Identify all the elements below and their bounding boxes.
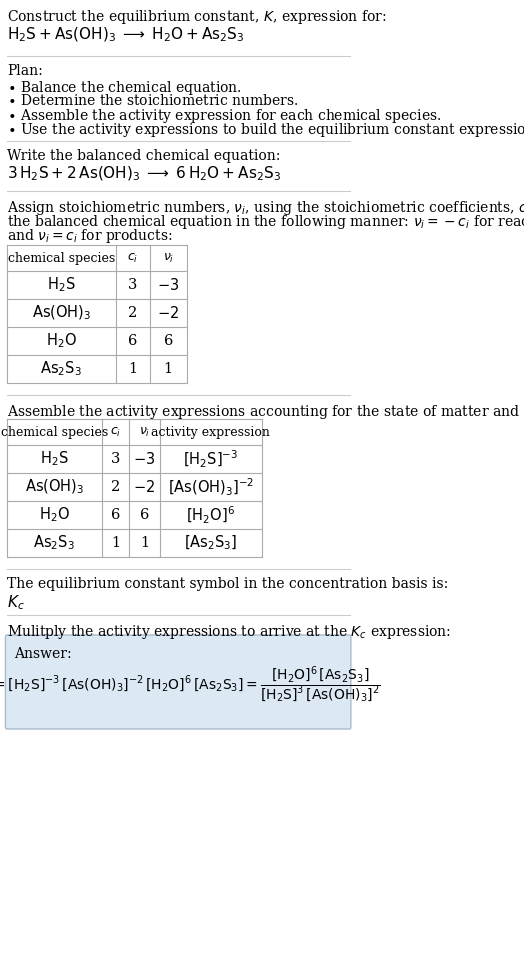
Text: 1: 1: [111, 536, 120, 550]
Text: 6: 6: [128, 334, 137, 348]
Text: $\bullet$ Balance the chemical equation.: $\bullet$ Balance the chemical equation.: [7, 79, 242, 97]
Text: $-2$: $-2$: [134, 479, 156, 495]
Text: 3: 3: [128, 278, 137, 292]
Text: $\bullet$ Use the activity expressions to build the equilibrium constant express: $\bullet$ Use the activity expressions t…: [7, 121, 524, 139]
Text: $\text{As}_2\text{S}_3$: $\text{As}_2\text{S}_3$: [34, 534, 75, 553]
Text: Write the balanced chemical equation:: Write the balanced chemical equation:: [7, 149, 280, 163]
Text: $[\text{As(OH)}_3]^{-2}$: $[\text{As(OH)}_3]^{-2}$: [168, 477, 254, 498]
Text: 2: 2: [111, 480, 120, 494]
Text: 1: 1: [128, 362, 137, 376]
Text: chemical species: chemical species: [1, 426, 108, 438]
FancyBboxPatch shape: [5, 635, 351, 729]
Text: 2: 2: [128, 306, 137, 320]
Text: and $\nu_i = c_i$ for products:: and $\nu_i = c_i$ for products:: [7, 227, 172, 245]
Text: $-3$: $-3$: [133, 451, 156, 467]
Text: 6: 6: [111, 508, 121, 522]
Text: Assign stoichiometric numbers, $\nu_i$, using the stoichiometric coefficients, $: Assign stoichiometric numbers, $\nu_i$, …: [7, 199, 524, 217]
Text: $\text{H}_2\text{S} + \text{As(OH)}_3 \;\longrightarrow\; \text{H}_2\text{O} + \: $\text{H}_2\text{S} + \text{As(OH)}_3 \;…: [7, 26, 244, 44]
Text: $K_c = [\text{H}_2\text{S}]^{-3}\,[\text{As(OH)}_3]^{-2}\,[\text{H}_2\text{O}]^{: $K_c = [\text{H}_2\text{S}]^{-3}\,[\text…: [0, 664, 380, 705]
Text: $\text{H}_2\text{O}$: $\text{H}_2\text{O}$: [39, 506, 70, 524]
Text: $-2$: $-2$: [157, 305, 179, 321]
Text: $\bullet$ Determine the stoichiometric numbers.: $\bullet$ Determine the stoichiometric n…: [7, 93, 298, 108]
Text: $\bullet$ Assemble the activity expression for each chemical species.: $\bullet$ Assemble the activity expressi…: [7, 107, 441, 125]
Text: 1: 1: [140, 536, 149, 550]
Text: 6: 6: [163, 334, 173, 348]
Text: $3\,\text{H}_2\text{S} + 2\,\text{As(OH)}_3 \;\longrightarrow\; 6\,\text{H}_2\te: $3\,\text{H}_2\text{S} + 2\,\text{As(OH)…: [7, 165, 281, 183]
Text: $c_i$: $c_i$: [127, 251, 138, 265]
Text: Plan:: Plan:: [7, 64, 42, 78]
Text: $[\text{H}_2\text{O}]^{6}$: $[\text{H}_2\text{O}]^{6}$: [186, 505, 235, 526]
Text: $[\text{As}_2\text{S}_3]$: $[\text{As}_2\text{S}_3]$: [184, 534, 237, 552]
Text: $\text{H}_2\text{O}$: $\text{H}_2\text{O}$: [46, 331, 77, 351]
Text: Answer:: Answer:: [14, 647, 71, 661]
Text: The equilibrium constant symbol in the concentration basis is:: The equilibrium constant symbol in the c…: [7, 577, 448, 591]
Text: $\text{As}_2\text{S}_3$: $\text{As}_2\text{S}_3$: [40, 359, 82, 378]
Text: 1: 1: [163, 362, 173, 376]
Text: $[\text{H}_2\text{S}]^{-3}$: $[\text{H}_2\text{S}]^{-3}$: [183, 449, 238, 470]
Text: $\text{As(OH)}_3$: $\text{As(OH)}_3$: [25, 478, 84, 496]
Text: $\text{H}_2\text{S}$: $\text{H}_2\text{S}$: [47, 275, 75, 295]
Text: $\nu_i$: $\nu_i$: [139, 426, 150, 438]
Text: $K_c$: $K_c$: [7, 593, 25, 612]
Text: $-3$: $-3$: [157, 277, 179, 293]
Text: Mulitply the activity expressions to arrive at the $K_c$ expression:: Mulitply the activity expressions to arr…: [7, 623, 451, 641]
Text: $\text{H}_2\text{S}$: $\text{H}_2\text{S}$: [40, 450, 69, 468]
Text: Assemble the activity expressions accounting for the state of matter and $\nu_i$: Assemble the activity expressions accoun…: [7, 403, 524, 421]
Text: 6: 6: [140, 508, 149, 522]
Text: $\text{As(OH)}_3$: $\text{As(OH)}_3$: [31, 303, 91, 323]
Text: Construct the equilibrium constant, $K$, expression for:: Construct the equilibrium constant, $K$,…: [7, 8, 387, 26]
Text: 3: 3: [111, 452, 121, 466]
Text: the balanced chemical equation in the following manner: $\nu_i = -c_i$ for react: the balanced chemical equation in the fo…: [7, 213, 524, 231]
Text: chemical species: chemical species: [7, 251, 115, 265]
Text: activity expression: activity expression: [151, 426, 270, 438]
Text: $c_i$: $c_i$: [110, 426, 121, 438]
Text: $\nu_i$: $\nu_i$: [162, 251, 174, 265]
